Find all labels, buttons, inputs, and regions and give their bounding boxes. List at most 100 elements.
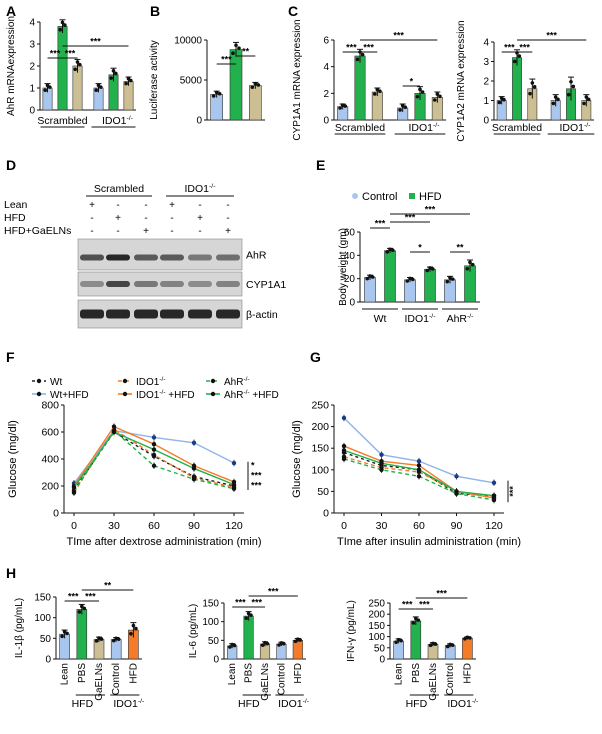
data-point — [435, 92, 440, 96]
data-point — [231, 482, 237, 487]
data-point — [341, 415, 347, 421]
y-axis-label: IFN-γ (pg/mL) — [346, 600, 357, 662]
bar — [384, 250, 396, 303]
blot-sign: - — [170, 226, 173, 237]
data-point — [370, 275, 375, 279]
blot-sign: - — [226, 213, 229, 224]
x-tick-label: 30 — [376, 520, 388, 532]
significance-label: *** — [375, 219, 386, 229]
significance-label: *** — [268, 587, 279, 597]
y-tick-label: 0 — [349, 298, 355, 309]
data-point — [517, 54, 522, 58]
data-point — [416, 467, 422, 472]
panel-label: G — [310, 349, 321, 365]
bar — [462, 637, 473, 660]
significance-label: *** — [85, 592, 96, 602]
data-point — [151, 452, 157, 458]
y-tick-label: 100 — [202, 617, 219, 628]
data-point — [111, 424, 117, 429]
blot-sign: + — [115, 213, 121, 224]
blot-band-label: β-actin — [246, 309, 278, 321]
significance-label: *** — [363, 43, 374, 53]
y-axis-label: AhR mRNAexpression — [6, 16, 17, 116]
bar — [512, 57, 522, 121]
data-point — [114, 71, 118, 76]
y-tick-label: 50 — [374, 643, 386, 654]
data-point — [43, 88, 47, 92]
y-tick-label: 200 — [311, 421, 329, 433]
blot-sign: - — [198, 200, 201, 211]
data-point — [470, 262, 475, 267]
blot-row-label: HFD — [4, 212, 26, 224]
data-point — [231, 51, 235, 55]
data-point — [398, 108, 402, 112]
data-point — [281, 641, 286, 646]
panel-g-chart: G 0 50 100 150 200 250 0 30 60 90 120 Glucose (mg/dl… — [291, 349, 521, 548]
blot-band — [188, 254, 212, 261]
significance-label: *** — [251, 480, 262, 490]
data-point — [338, 106, 342, 110]
data-point — [502, 97, 506, 102]
significance-label: *** — [65, 49, 76, 59]
data-point — [582, 101, 586, 106]
panel-a-chart: A 0 1 2 3 4 AhR mRNAexpression *** *** *** Scrambl… — [6, 3, 136, 128]
legend-label-hfd: HFD — [419, 191, 442, 203]
data-point — [343, 104, 348, 108]
bar — [424, 269, 436, 303]
data-point — [372, 92, 377, 96]
y-tick-label: 10000 — [174, 36, 202, 47]
data-point — [491, 497, 497, 503]
data-point — [416, 463, 422, 468]
legend-marker — [36, 391, 42, 397]
group-label: HFD — [72, 698, 94, 710]
data-point — [571, 84, 576, 89]
data-point — [265, 641, 270, 646]
y-tick-label: 1 — [483, 96, 489, 107]
data-point — [99, 85, 103, 89]
data-point — [430, 267, 435, 271]
blot-band — [188, 281, 212, 287]
data-point — [71, 489, 77, 494]
bar — [210, 94, 223, 121]
legend-marker-hfd — [409, 193, 415, 199]
data-point — [217, 91, 222, 96]
significance-label: *** — [252, 598, 263, 608]
x-tick-label: 90 — [451, 520, 463, 532]
category-label: Lean — [60, 663, 71, 685]
y-tick-label: 0 — [323, 116, 329, 127]
blot-sign: - — [90, 226, 93, 237]
data-point — [450, 643, 455, 648]
data-point — [58, 27, 62, 32]
legend-label: AhR-/- +HFD — [224, 389, 279, 401]
data-point — [341, 443, 347, 449]
bar — [371, 91, 383, 121]
data-point — [415, 94, 420, 99]
data-point — [129, 78, 133, 83]
bar — [249, 85, 262, 121]
data-point — [411, 621, 416, 625]
category-label: GaELNs — [260, 663, 271, 701]
significance-label: * — [410, 77, 414, 87]
data-point — [191, 440, 197, 445]
x-tick-label: 30 — [108, 520, 120, 532]
category-label: GaELNs — [428, 663, 439, 701]
data-point — [379, 467, 384, 472]
data-point — [80, 604, 84, 609]
data-point — [428, 643, 433, 648]
y-tick-label: 0 — [45, 655, 51, 666]
y-tick-label: 150 — [368, 621, 385, 632]
data-point — [124, 81, 128, 86]
y-tick-label: 4 — [323, 62, 329, 73]
data-point — [234, 43, 238, 48]
blot-band-label: CYP1A1 — [246, 279, 286, 291]
data-point — [341, 456, 347, 462]
data-point — [249, 613, 253, 617]
data-point — [228, 645, 232, 649]
panel-c-cyp1a2-chart: 0 1 2 3 4 CYP1A2 mRNA expression *** *** *** Scra… — [456, 20, 595, 142]
data-point — [71, 485, 77, 490]
data-point — [134, 626, 138, 631]
group-label: Scrambled — [335, 122, 385, 134]
bar — [292, 640, 303, 660]
